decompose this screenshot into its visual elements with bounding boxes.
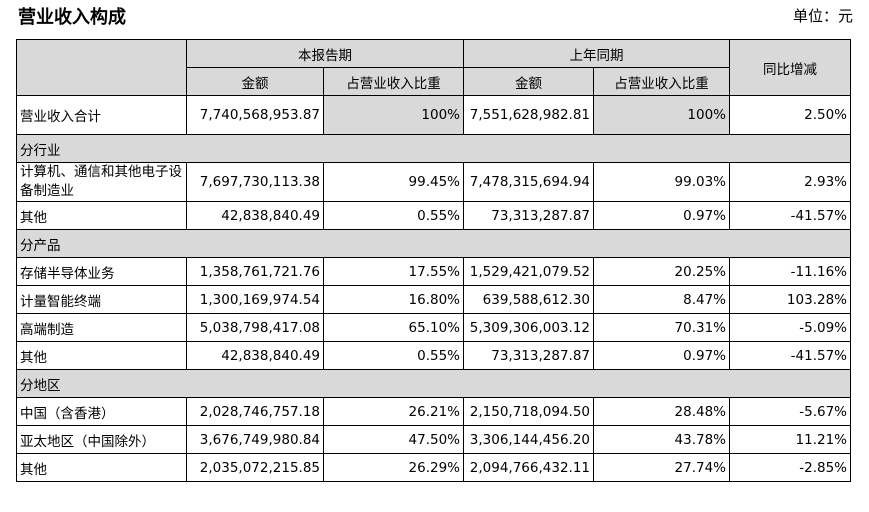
cur-ratio-cell: 47.50% (323, 425, 464, 454)
cur-ratio-cell: 65.10% (323, 313, 464, 342)
row-label: 存储半导体业务 (16, 257, 187, 286)
table-row: 亚太地区（中国除外） 3,676,749,980.84 47.50% 3,306,14… (16, 425, 851, 454)
table-row: 中国（含香港） 2,028,746,757.18 26.21% 2,150,718,0… (16, 397, 851, 426)
total-cur-amount: 7,740,568,953.87 (186, 95, 324, 135)
row-label: 其他 (16, 341, 187, 370)
prev-ratio-cell: 20.25% (593, 257, 730, 286)
table-row: 计量智能终端 1,300,169,974.54 16.80% 639,588,612.… (16, 285, 851, 314)
prev-amount-cell: 2,094,766,432.11 (463, 453, 594, 482)
prev-ratio-cell: 99.03% (593, 162, 730, 202)
prev-ratio-cell: 0.97% (593, 201, 730, 230)
header-prior-period: 上年同期 (463, 39, 730, 68)
header-yoy: 同比增减 (729, 39, 851, 96)
section-header-row: 分行业 (16, 134, 851, 163)
header-cur-ratio: 占营业收入比重 (323, 67, 464, 96)
section-header-row: 分产品 (16, 229, 851, 258)
row-label: 亚太地区（中国除外） (16, 425, 187, 454)
cur-amount-cell: 2,035,072,215.85 (186, 453, 324, 482)
row-label: 中国（含香港） (16, 397, 187, 426)
prev-ratio-cell: 43.78% (593, 425, 730, 454)
prev-ratio-cell: 70.31% (593, 313, 730, 342)
prev-ratio-cell: 8.47% (593, 285, 730, 314)
section-title: 分地区 (16, 369, 851, 398)
header-current-period: 本报告期 (186, 39, 464, 68)
cur-amount-cell: 42,838,840.49 (186, 201, 324, 230)
header-prev-amount: 金额 (463, 67, 594, 96)
yoy-cell: -41.57% (729, 341, 851, 370)
yoy-cell: 2.93% (729, 162, 851, 202)
row-label: 计量智能终端 (16, 285, 187, 314)
table-row: 其他 2,035,072,215.85 26.29% 2,094,766,432.11… (16, 453, 851, 482)
table-row: 其他 42,838,840.49 0.55% 73,313,287.87 0.97% -4… (16, 201, 851, 230)
total-yoy: 2.50% (729, 95, 851, 135)
yoy-cell: 103.28% (729, 285, 851, 314)
prev-amount-cell: 73,313,287.87 (463, 341, 594, 370)
cur-ratio-cell: 26.29% (323, 453, 464, 482)
prev-amount-cell: 3,306,144,456.20 (463, 425, 594, 454)
header-prev-ratio: 占营业收入比重 (593, 67, 730, 96)
row-label: 高端制造 (16, 313, 187, 342)
total-prev-amount: 7,551,628,982.81 (463, 95, 594, 135)
prev-ratio-cell: 0.97% (593, 341, 730, 370)
cur-amount-cell: 2,028,746,757.18 (186, 397, 324, 426)
row-label: 计算机、通信和其他电子设备制造业 (16, 162, 187, 202)
yoy-cell: -5.67% (729, 397, 851, 426)
prev-amount-cell: 7,478,315,694.94 (463, 162, 594, 202)
prev-ratio-cell: 27.74% (593, 453, 730, 482)
page-title: 营业收入构成 (18, 7, 126, 28)
cur-amount-cell: 1,358,761,721.76 (186, 257, 324, 286)
prev-amount-cell: 73,313,287.87 (463, 201, 594, 230)
revenue-table: 本报告期 上年同期 同比增减 金额 占营业收入比重 金额 占营业收入比重 营业收… (16, 39, 851, 482)
table-row: 计算机、通信和其他电子设备制造业 7,697,730,113.38 99.45% 7,… (16, 162, 851, 202)
prev-amount-cell: 639,588,612.30 (463, 285, 594, 314)
table-row: 其他 42,838,840.49 0.55% 73,313,287.87 0.97% -4… (16, 341, 851, 370)
table-row: 高端制造 5,038,798,417.08 65.10% 5,309,306,003.… (16, 313, 851, 342)
prev-ratio-cell: 28.48% (593, 397, 730, 426)
cur-ratio-cell: 99.45% (323, 162, 464, 202)
total-cur-ratio: 100% (323, 95, 464, 135)
yoy-cell: -41.57% (729, 201, 851, 230)
prev-amount-cell: 1,529,421,079.52 (463, 257, 594, 286)
section-title: 分产品 (16, 229, 851, 258)
cur-ratio-cell: 26.21% (323, 397, 464, 426)
cur-ratio-cell: 0.55% (323, 201, 464, 230)
total-prev-ratio: 100% (593, 95, 730, 135)
prev-amount-cell: 2,150,718,094.50 (463, 397, 594, 426)
total-label: 营业收入合计 (16, 95, 187, 135)
header-blank (16, 39, 187, 96)
cur-ratio-cell: 17.55% (323, 257, 464, 286)
yoy-cell: -2.85% (729, 453, 851, 482)
prev-amount-cell: 5,309,306,003.12 (463, 313, 594, 342)
section-header-row: 分地区 (16, 369, 851, 398)
section-title: 分行业 (16, 134, 851, 163)
cur-amount-cell: 1,300,169,974.54 (186, 285, 324, 314)
cur-amount-cell: 7,697,730,113.38 (186, 162, 324, 202)
row-label: 其他 (16, 201, 187, 230)
cur-ratio-cell: 0.55% (323, 341, 464, 370)
cur-ratio-cell: 16.80% (323, 285, 464, 314)
total-row: 营业收入合计 7,740,568,953.87 100% 7,551,628,9… (16, 95, 851, 135)
cur-amount-cell: 5,038,798,417.08 (186, 313, 324, 342)
header-cur-amount: 金额 (186, 67, 324, 96)
yoy-cell: -11.16% (729, 257, 851, 286)
yoy-cell: -5.09% (729, 313, 851, 342)
row-label: 其他 (16, 453, 187, 482)
cur-amount-cell: 42,838,840.49 (186, 341, 324, 370)
unit-label: 单位：元 (792, 7, 853, 25)
table-row: 存储半导体业务 1,358,761,721.76 17.55% 1,529,421,0… (16, 257, 851, 286)
cur-amount-cell: 3,676,749,980.84 (186, 425, 324, 454)
yoy-cell: 11.21% (729, 425, 851, 454)
